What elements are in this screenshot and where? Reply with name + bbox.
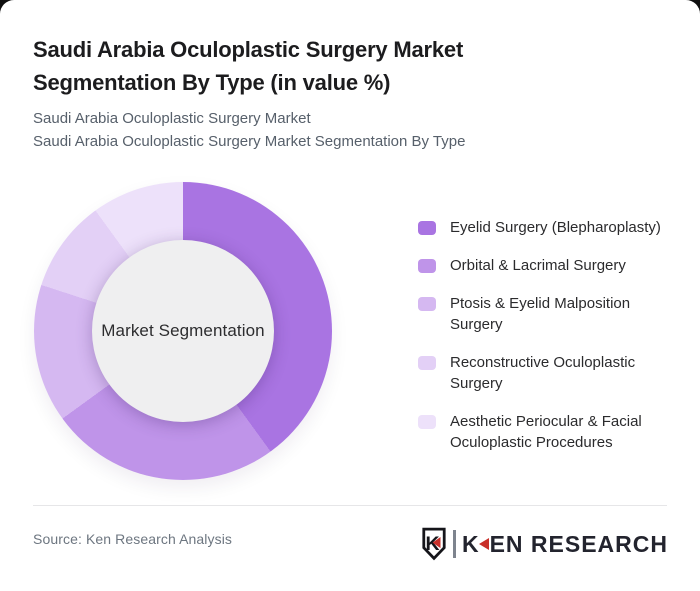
legend-swatch [418, 415, 436, 429]
donut-chart: Market Segmentation [34, 182, 332, 480]
donut-center: Market Segmentation [92, 240, 274, 422]
chart-legend: Eyelid Surgery (Blepharoplasty) Orbital &… [418, 217, 664, 470]
legend-label: Reconstructive Oculoplastic Surgery [450, 354, 636, 392]
chart-title-line2: Segmentation By Type (in value %) [33, 70, 391, 95]
legend-item: Eyelid Surgery (Blepharoplasty) [418, 217, 664, 238]
chart-subtitle: Saudi Arabia Oculoplastic Surgery Market… [33, 107, 653, 153]
chart-subtitle-line1: Saudi Arabia Oculoplastic Surgery Market [33, 110, 311, 127]
legend-swatch [418, 356, 436, 370]
legend-item: Reconstructive Oculoplastic Surgery [418, 352, 664, 394]
legend-item: Aesthetic Periocular & Facial Oculoplast… [418, 411, 664, 453]
legend-swatch [418, 259, 436, 273]
ken-research-shield-icon: K [422, 527, 446, 561]
legend-label: Ptosis & Eyelid Malposition Surgery [450, 295, 631, 333]
logo-divider-bar [452, 530, 456, 558]
legend-swatch [418, 297, 436, 311]
chart-subtitle-line2: Saudi Arabia Oculoplastic Surgery Market… [33, 133, 466, 150]
legend-label: Eyelid Surgery (Blepharoplasty) [450, 219, 661, 236]
legend-item: Orbital & Lacrimal Surgery [418, 255, 664, 276]
logo-wordmark: K EN RESEARCH [462, 531, 668, 558]
logo-red-triangle-icon [478, 538, 489, 550]
chart-title: Saudi Arabia Oculoplastic Surgery Market… [33, 33, 593, 99]
source-text: Source: Ken Research Analysis [33, 531, 233, 547]
ken-research-logo: K K EN RESEARCH [421, 526, 668, 562]
legend-label: Aesthetic Periocular & Facial Oculoplast… [450, 413, 642, 451]
logo-wordmark-k: K [461, 530, 480, 557]
footer-divider [33, 505, 667, 506]
legend-swatch [418, 221, 436, 235]
chart-title-line1: Saudi Arabia Oculoplastic Surgery Market [33, 37, 464, 62]
donut-center-label: Market Segmentation [101, 321, 265, 340]
logo-wordmark-rest: EN RESEARCH [489, 530, 668, 557]
svg-text:K: K [426, 533, 440, 555]
legend-item: Ptosis & Eyelid Malposition Surgery [418, 293, 664, 335]
legend-label: Orbital & Lacrimal Surgery [450, 257, 626, 274]
